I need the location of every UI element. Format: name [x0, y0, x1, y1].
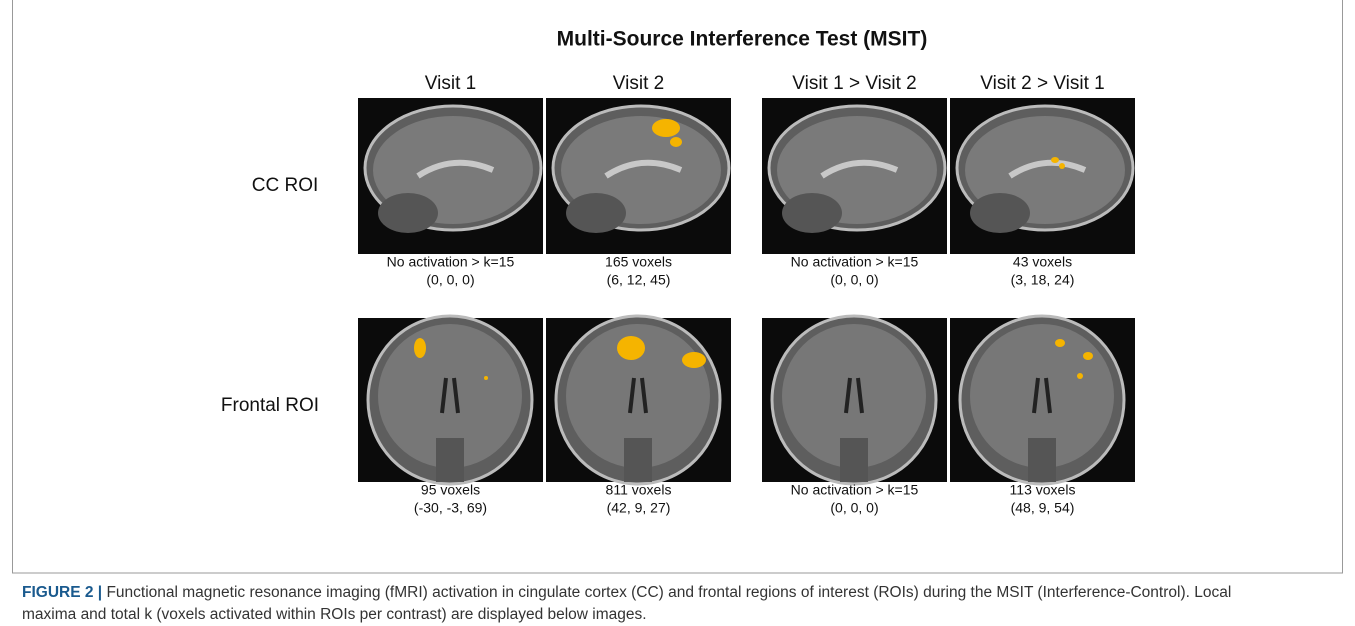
voxel-count: No activation > k=15	[791, 254, 919, 270]
voxel-count: No activation > k=15	[791, 482, 919, 498]
figure: Multi-Source Interference Test (MSIT) Vi…	[0, 0, 1355, 580]
cerebellum	[970, 193, 1030, 233]
cerebellum	[782, 193, 842, 233]
local-maximum: (0, 0, 0)	[830, 500, 878, 516]
brainstem	[840, 438, 868, 482]
column-heading: Visit 1	[425, 73, 476, 94]
activation	[1083, 352, 1093, 360]
activation	[484, 376, 488, 380]
activation	[617, 336, 645, 360]
column-heading: Visit 2	[613, 73, 664, 94]
voxel-count: 165 voxels	[605, 254, 672, 270]
local-maximum: (0, 0, 0)	[830, 272, 878, 288]
column-heading: Visit 2 > Visit 1	[980, 73, 1104, 94]
brainstem	[1028, 438, 1056, 482]
figure-frame	[13, 0, 1343, 573]
voxel-count: No activation > k=15	[387, 254, 515, 270]
local-maximum: (48, 9, 54)	[1011, 500, 1075, 516]
column-heading: Visit 1 > Visit 2	[792, 73, 916, 94]
page: Multi-Source Interference Test (MSIT) Vi…	[0, 0, 1355, 621]
cerebellum	[566, 193, 626, 233]
local-maximum: (42, 9, 27)	[607, 500, 671, 516]
local-maximum: (0, 0, 0)	[426, 272, 474, 288]
voxel-count: 811 voxels	[606, 482, 672, 498]
brainstem	[436, 438, 464, 482]
row-label: CC ROI	[252, 175, 319, 196]
local-maximum: (3, 18, 24)	[1011, 272, 1075, 288]
caption-label: FIGURE 2 |	[22, 584, 102, 601]
local-maximum: (6, 12, 45)	[607, 272, 671, 288]
activation	[682, 352, 706, 368]
voxel-count: 113 voxels	[1010, 482, 1076, 498]
figure-title: Multi-Source Interference Test (MSIT)	[557, 28, 928, 51]
voxel-count: 43 voxels	[1013, 254, 1072, 270]
voxel-count: 95 voxels	[421, 482, 480, 498]
activation	[1051, 157, 1059, 163]
local-maximum: (-30, -3, 69)	[414, 500, 487, 516]
row-label: Frontal ROI	[221, 395, 319, 416]
caption-text: Functional magnetic resonance imaging (f…	[22, 584, 1231, 623]
activation	[1059, 163, 1065, 169]
activation	[1077, 373, 1083, 379]
brainstem	[624, 438, 652, 482]
caption: FIGURE 2 | Functional magnetic resonance…	[22, 582, 1262, 626]
activation	[414, 338, 426, 358]
activation	[1055, 339, 1065, 347]
activation	[652, 119, 680, 137]
cerebellum	[378, 193, 438, 233]
activation	[670, 137, 682, 147]
